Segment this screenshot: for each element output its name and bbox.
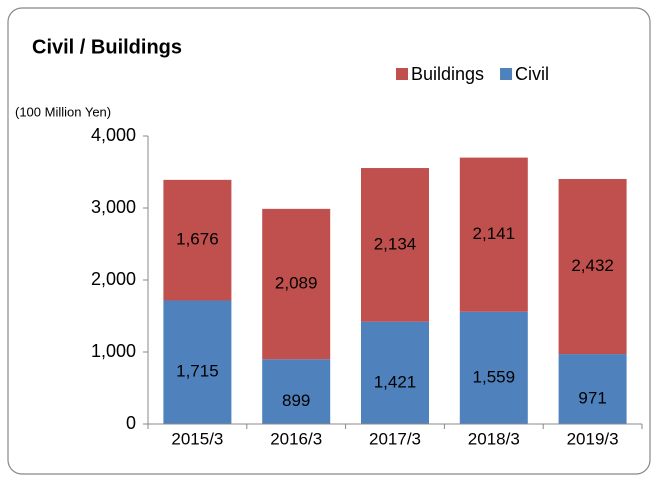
legend-swatch [500, 68, 513, 80]
bar-segment [163, 300, 232, 424]
bar-segment [262, 208, 331, 360]
x-tick-label: 2016/3 [270, 429, 322, 448]
bar-segment [361, 168, 429, 322]
y-tick-label: 4,000 [91, 125, 136, 145]
value-label: 971 [578, 389, 606, 408]
legend-label: Buildings [411, 64, 484, 84]
bar-segment [459, 157, 528, 312]
y-tick-label: 3,000 [91, 197, 136, 217]
y-axis-label: (100 Million Yen) [15, 104, 111, 119]
value-label: 2,089 [275, 274, 318, 293]
x-tick-label: 2018/3 [468, 429, 520, 448]
value-label: 1,676 [176, 230, 219, 249]
y-tick-label: 0 [126, 413, 136, 433]
x-tick-label: 2015/3 [171, 429, 223, 448]
x-tick-label: 2017/3 [369, 429, 421, 448]
bar-segment [558, 354, 627, 424]
bar-segment [262, 359, 331, 424]
value-label: 1,715 [176, 362, 219, 381]
value-label: 899 [282, 391, 310, 410]
x-tick-label: 2019/3 [567, 429, 619, 448]
legend-label: Civil [515, 64, 549, 84]
bar-segment [163, 179, 232, 301]
value-label: 2,141 [473, 224, 516, 243]
value-label: 1,421 [374, 372, 417, 391]
value-label: 2,134 [374, 234, 417, 253]
bar-segment [361, 321, 429, 424]
bar-segment [558, 178, 627, 355]
y-tick-label: 2,000 [91, 269, 136, 289]
bar-segment [459, 311, 528, 424]
y-tick-label: 1,000 [91, 341, 136, 361]
chart-title: Civil / Buildings [32, 36, 182, 58]
value-label: 2,432 [571, 256, 614, 275]
value-label: 1,559 [473, 367, 516, 386]
legend-swatch [396, 68, 408, 80]
